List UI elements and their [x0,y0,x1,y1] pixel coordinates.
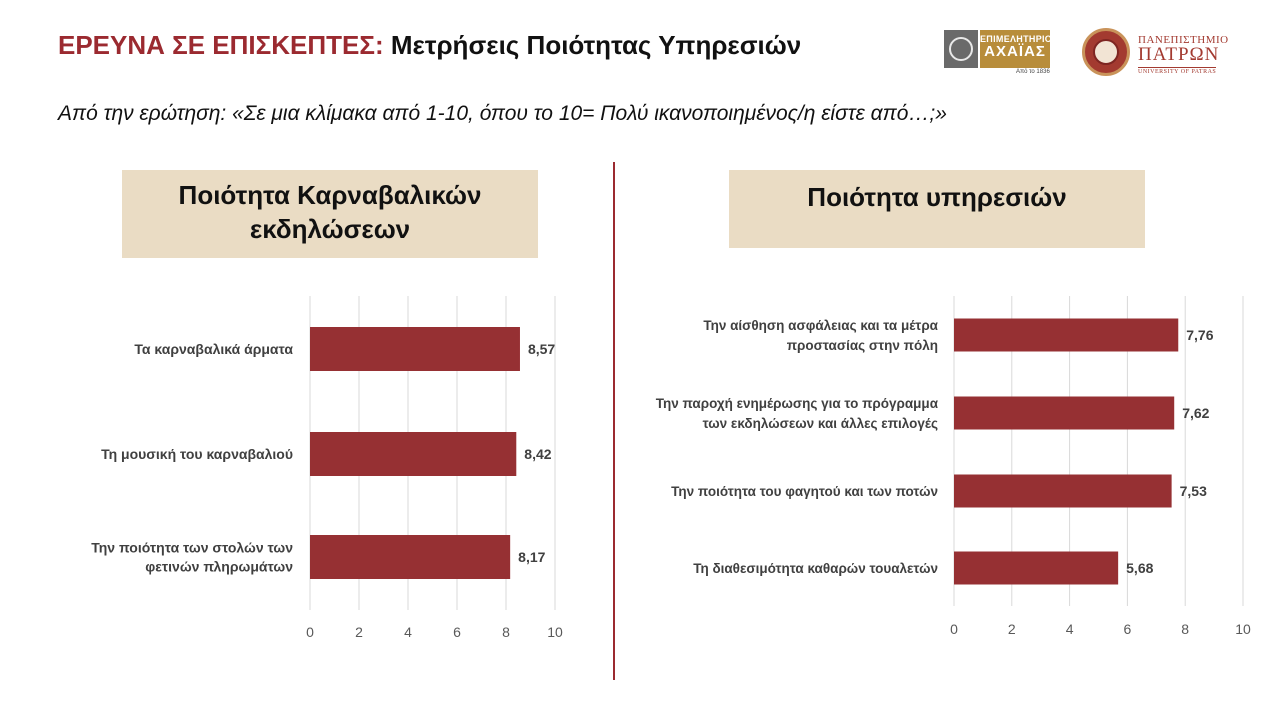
category-label-line: Τη διαθεσιμότητα καθαρών τουαλετών [693,561,938,576]
data-label-left-1: 8,42 [524,446,551,462]
bar-left-1 [310,432,517,476]
x-tick-label-right-3: 6 [1124,621,1132,637]
question-subtitle: Από την ερώτηση: «Σε μια κλίμακα από 1-1… [58,102,947,125]
bar-right-0 [954,318,1179,352]
bar-right-1 [954,396,1175,430]
category-label-line: Τα καρναβαλικά άρματα [134,341,293,357]
university-emblem-icon [1082,28,1130,76]
category-label-line: Τη μουσική του καρναβαλιού [101,446,293,462]
epimelitirio-logo-line1: ΕΠΙΜΕΛΗΤΗΡΙΟ [980,34,1053,44]
data-label-left-0: 8,57 [528,341,555,357]
upatras-logo-line2: ΠΑΤΡΩΝ [1138,44,1220,65]
x-tick-label-right-4: 8 [1181,621,1189,637]
vertical-divider [613,162,615,680]
category-label-line: Την ποιότητα του φαγητού και των ποτών [671,484,938,499]
x-tick-label-left-0: 0 [306,624,314,640]
category-label-line: Την παροχή ενημέρωσης για το πρόγραμμα [656,396,939,411]
chart-left-title: Ποιότητα Καρναβαλικών εκδηλώσεων [122,170,538,258]
epimelitirio-logo-since: Από το 1836 [1016,69,1050,75]
x-tick-label-right-2: 4 [1066,621,1074,637]
bar-right-2 [954,474,1172,508]
x-tick-label-right-1: 2 [1008,621,1016,637]
epimelitirio-logo-line2: ΑΧΑΪΑΣ [984,43,1046,60]
x-tick-label-right-5: 10 [1235,621,1251,637]
upatras-logo-line3: UNIVERSITY OF PATRAS [1138,67,1217,75]
category-label-line: των εκδηλώσεων και άλλες επιλογές [703,416,938,431]
data-label-right-2: 7,53 [1180,483,1207,499]
data-label-left-2: 8,17 [518,549,545,565]
page-title-accent: ΕΡΕΥΝΑ ΣΕ ΕΠΙΣΚΕΠΤΕΣ: [58,30,384,60]
x-tick-label-left-2: 4 [404,624,412,640]
category-label-left-1: Τη μουσική του καρναβαλιού [101,446,293,462]
page-title: ΕΡΕΥΝΑ ΣΕ ΕΠΙΣΚΕΠΤΕΣ: Μετρήσεις Ποιότητα… [58,30,801,61]
x-tick-label-left-3: 6 [453,624,461,640]
x-tick-label-left-5: 10 [547,624,563,640]
category-label-right-0: Την αίσθηση ασφάλειας και τα μέτρα προστα… [703,318,938,353]
category-label-left-2: Την ποιότητα των στολών των φετινών πληρω… [91,540,293,575]
seal-icon [944,30,978,68]
category-label-line: προστασίας στην πόλη [787,338,938,353]
epimelitirio-achaias-logo: ΕΠΙΜΕΛΗΤΗΡΙΟ ΑΧΑΪΑΣ Από το 1836 [944,30,1053,75]
category-label-right-1: Την παροχή ενημέρωσης για το πρόγραμμα τω… [656,396,939,431]
page-title-rest: Μετρήσεις Ποιότητας Υπηρεσιών [390,30,802,60]
data-label-right-1: 7,62 [1182,405,1209,421]
university-of-patras-logo: ΠΑΝΕΠΙΣΤΗΜΙΟ ΠΑΤΡΩΝ UNIVERSITY OF PATRAS [1082,28,1232,78]
category-label-line: φετινών πληρωμάτων [145,559,293,575]
category-label-right-2: Την ποιότητα του φαγητού και των ποτών [671,484,938,499]
category-label-right-3: Τη διαθεσιμότητα καθαρών τουαλετών [693,561,938,576]
x-tick-label-left-1: 2 [355,624,363,640]
category-label-left-0: Τα καρναβαλικά άρματα [134,341,293,357]
x-tick-label-right-0: 0 [950,621,958,637]
chart-right-title: Ποιότητα υπηρεσιών [729,170,1145,248]
category-label-line: Την ποιότητα των στολών των [91,540,293,556]
bar-left-0 [310,327,520,371]
epimelitirio-logo-box: ΕΠΙΜΕΛΗΤΗΡΙΟ ΑΧΑΪΑΣ [980,30,1053,68]
category-label-line: Την αίσθηση ασφάλειας και τα μέτρα [703,318,938,333]
x-tick-label-left-4: 8 [502,624,510,640]
upatras-logo-line1: ΠΑΝΕΠΙΣΤΗΜΙΟ [1138,34,1229,46]
data-label-right-3: 5,68 [1126,560,1153,576]
bar-left-2 [310,535,511,579]
data-label-right-0: 7,76 [1186,327,1213,343]
bar-right-3 [954,551,1119,585]
